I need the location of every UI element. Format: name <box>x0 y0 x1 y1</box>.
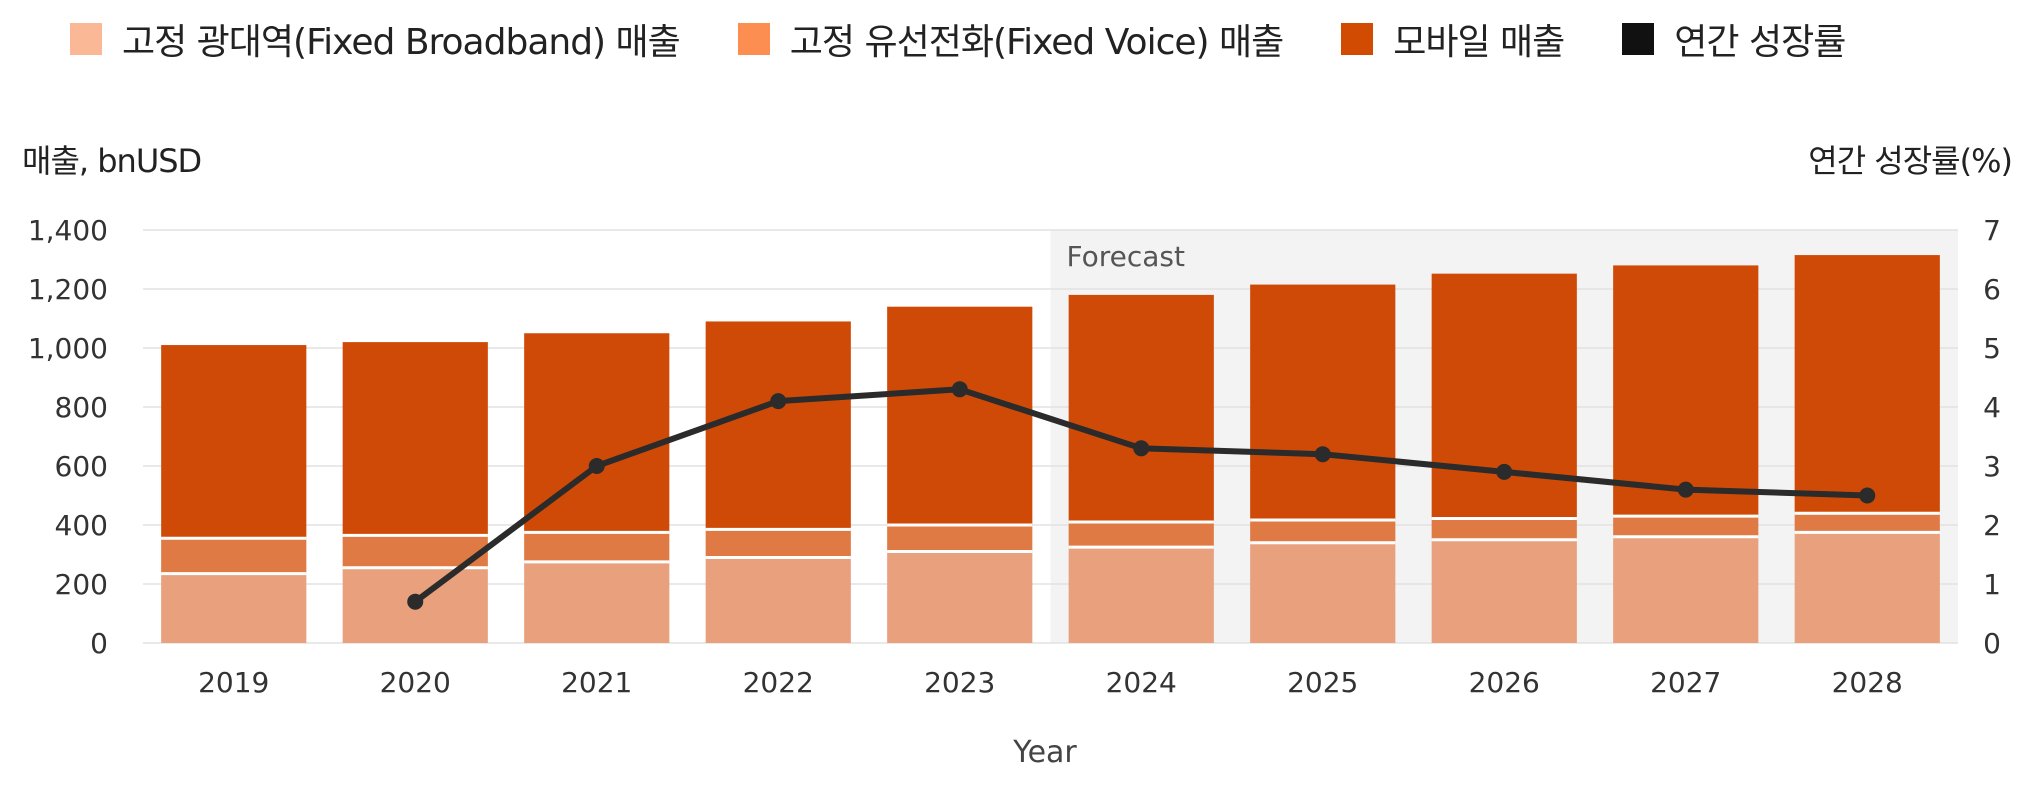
bar-voice-2025 <box>1250 519 1396 543</box>
legend-label-growth: 연간 성장률 <box>1674 22 1846 63</box>
growth-point-2024 <box>1133 440 1150 457</box>
right-tick-label: 2 <box>1983 509 2001 542</box>
left-tick-label: 400 <box>55 509 108 542</box>
growth-point-2020 <box>407 593 424 610</box>
bar-mobile-2019 <box>161 345 307 539</box>
bar-voice-2019 <box>161 538 307 574</box>
x-tick-label-2022: 2022 <box>743 666 814 699</box>
bar-broadband-2021 <box>524 561 670 643</box>
x-tick-label-2028: 2028 <box>1832 666 1903 699</box>
x-tick-label-2025: 2025 <box>1287 666 1358 699</box>
bar-broadband-2027 <box>1613 536 1759 643</box>
legend-item-broadband: 고정 광대역(Fixed Broadband) 매출 <box>70 13 681 65</box>
right-tick-label: 3 <box>1983 450 2001 483</box>
legend: 고정 광대역(Fixed Broadband) 매출 고정 유선전화(Fixed… <box>70 14 1903 64</box>
x-tick-label-2020: 2020 <box>380 666 451 699</box>
bar-broadband-2025 <box>1250 542 1396 643</box>
growth-point-2026 <box>1496 463 1513 480</box>
bar-voice-2024 <box>1068 522 1214 548</box>
bar-broadband-2026 <box>1431 539 1577 643</box>
growth-point-2027 <box>1677 481 1694 498</box>
legend-swatch-voice <box>737 23 770 55</box>
bar-broadband-2028 <box>1794 532 1940 643</box>
bar-broadband-2019 <box>161 573 307 643</box>
right-tick-label: 0 <box>1983 627 2001 660</box>
legend-label-mobile: 모바일 매출 <box>1393 22 1565 63</box>
x-tick-label-2019: 2019 <box>198 666 269 699</box>
legend-item-voice: 고정 유선전화(Fixed Voice) 매출 <box>737 13 1284 65</box>
growth-point-2021 <box>588 458 605 474</box>
x-tick-label-2027: 2027 <box>1650 666 1721 699</box>
bar-mobile-2024 <box>1068 294 1214 523</box>
left-tick-label: 1,400 <box>28 214 108 247</box>
bar-voice-2027 <box>1613 516 1759 537</box>
legend-swatch-broadband <box>70 23 102 55</box>
legend-swatch-mobile <box>1341 23 1374 55</box>
bar-mobile-2020 <box>342 342 488 536</box>
bar-mobile-2022 <box>705 321 851 530</box>
legend-label-voice: 고정 유선전화(Fixed Voice) 매출 <box>789 22 1284 63</box>
bar-mobile-2026 <box>1431 273 1577 519</box>
right-tick-label: 5 <box>1983 332 2001 365</box>
left-tick-label: 1,200 <box>28 273 108 306</box>
x-tick-label-2024: 2024 <box>1106 666 1177 699</box>
left-tick-label: 800 <box>55 391 108 424</box>
bar-voice-2028 <box>1794 513 1940 533</box>
left-tick-label: 200 <box>55 568 108 601</box>
legend-swatch-growth <box>1622 23 1655 55</box>
growth-point-2023 <box>951 381 968 398</box>
left-tick-label: 1,000 <box>28 332 108 365</box>
bar-mobile-2025 <box>1250 284 1396 520</box>
x-tick-label-2021: 2021 <box>561 666 632 699</box>
forecast-label: Forecast <box>1067 240 1186 273</box>
bar-mobile-2027 <box>1613 265 1759 517</box>
bar-voice-2023 <box>887 525 1033 552</box>
left-tick-label: 0 <box>90 627 108 660</box>
right-tick-label: 4 <box>1983 391 2001 424</box>
bar-broadband-2023 <box>887 551 1033 643</box>
x-axis-title: Year <box>1012 735 1077 770</box>
x-tick-label-2023: 2023 <box>924 666 995 699</box>
bar-mobile-2028 <box>1794 255 1940 514</box>
right-tick-label: 1 <box>1983 568 2001 601</box>
growth-point-2028 <box>1859 487 1876 504</box>
bar-voice-2021 <box>524 532 670 562</box>
bar-voice-2022 <box>705 529 851 558</box>
legend-label-broadband: 고정 광대역(Fixed Broadband) 매출 <box>122 22 681 63</box>
bar-broadband-2022 <box>705 557 851 643</box>
x-tick-label-2026: 2026 <box>1469 666 1540 699</box>
bar-mobile-2023 <box>887 306 1033 525</box>
left-axis-title: 매출, bnUSD <box>22 142 202 180</box>
growth-point-2022 <box>770 393 787 410</box>
growth-point-2025 <box>1314 446 1331 463</box>
right-tick-label: 7 <box>1983 214 2001 247</box>
bar-broadband-2024 <box>1068 547 1214 643</box>
right-tick-label: 6 <box>1983 273 2001 306</box>
legend-item-growth: 연간 성장률 <box>1622 13 1846 65</box>
right-axis-title: 연간 성장률(%) <box>1808 142 2013 180</box>
bar-voice-2026 <box>1431 518 1577 540</box>
left-tick-label: 600 <box>55 450 108 483</box>
legend-item-mobile: 모바일 매출 <box>1341 13 1565 65</box>
